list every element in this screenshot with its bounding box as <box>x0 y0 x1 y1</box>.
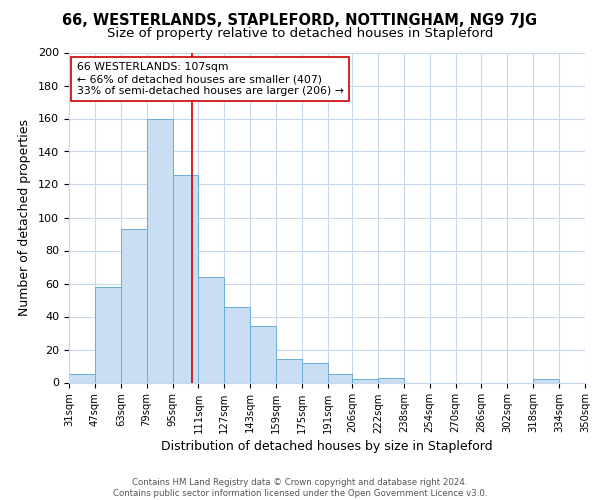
Text: Contains HM Land Registry data © Crown copyright and database right 2024.
Contai: Contains HM Land Registry data © Crown c… <box>113 478 487 498</box>
Bar <box>352 379 378 382</box>
Text: 66, WESTERLANDS, STAPLEFORD, NOTTINGHAM, NG9 7JG: 66, WESTERLANDS, STAPLEFORD, NOTTINGHAM,… <box>62 12 538 28</box>
Bar <box>378 378 404 382</box>
Bar <box>199 277 224 382</box>
Bar <box>95 287 121 382</box>
Bar <box>173 174 199 382</box>
Bar <box>69 374 95 382</box>
Text: Size of property relative to detached houses in Stapleford: Size of property relative to detached ho… <box>107 28 493 40</box>
Bar <box>302 362 328 382</box>
Bar <box>328 374 352 382</box>
Bar <box>146 118 173 382</box>
Bar <box>121 229 146 382</box>
Bar <box>224 306 250 382</box>
Bar <box>276 360 302 382</box>
X-axis label: Distribution of detached houses by size in Stapleford: Distribution of detached houses by size … <box>161 440 493 452</box>
Y-axis label: Number of detached properties: Number of detached properties <box>18 119 31 316</box>
Bar <box>533 379 559 382</box>
Bar <box>250 326 276 382</box>
Text: 66 WESTERLANDS: 107sqm
← 66% of detached houses are smaller (407)
33% of semi-de: 66 WESTERLANDS: 107sqm ← 66% of detached… <box>77 62 344 96</box>
